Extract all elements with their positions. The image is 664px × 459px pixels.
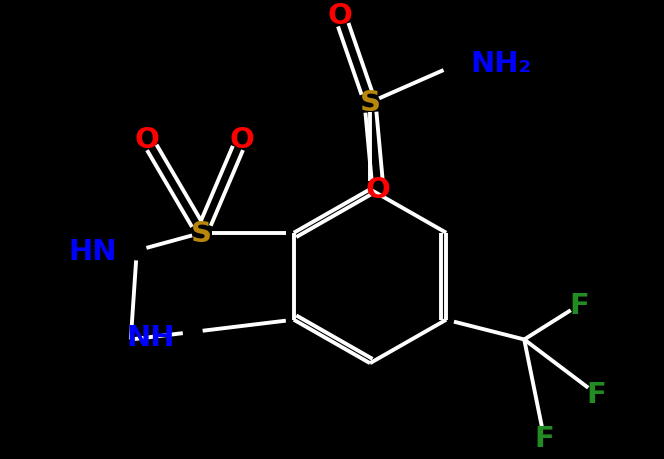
Text: O: O (134, 126, 159, 154)
Text: O: O (366, 176, 390, 204)
Text: HN: HN (68, 237, 117, 265)
Text: S: S (191, 219, 212, 247)
Text: S: S (359, 89, 380, 117)
Text: F: F (535, 424, 554, 452)
Text: NH₂: NH₂ (470, 50, 531, 78)
Text: F: F (569, 291, 589, 319)
Text: NH: NH (126, 323, 175, 351)
Text: O: O (327, 2, 353, 30)
Text: F: F (586, 380, 606, 408)
Text: O: O (229, 126, 254, 154)
